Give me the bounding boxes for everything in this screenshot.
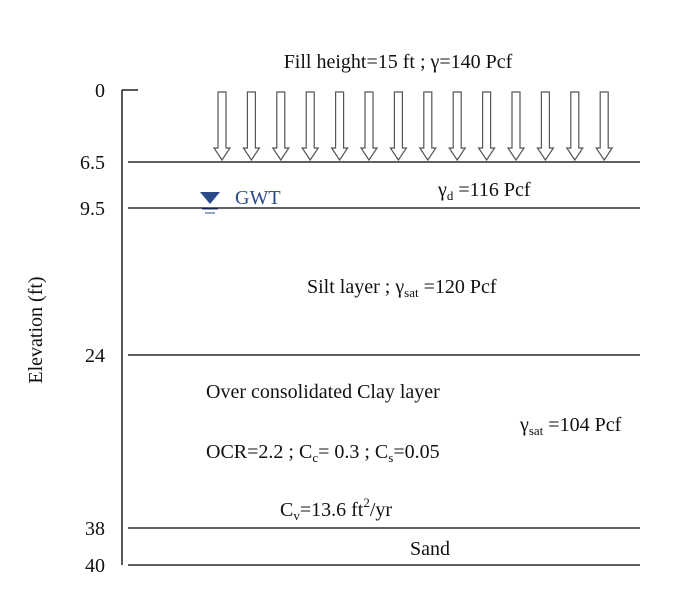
load-arrows xyxy=(212,91,614,162)
clay-params-part: =0.05 xyxy=(393,441,439,463)
gwt-label: GWT xyxy=(235,187,281,209)
load-arrow xyxy=(330,91,349,162)
elevation-label: 9.5 xyxy=(80,198,105,220)
load-arrow xyxy=(242,91,261,162)
clay-params-part: s xyxy=(388,450,393,465)
load-arrow xyxy=(448,91,467,162)
load-arrow xyxy=(565,91,584,162)
load-arrow xyxy=(359,91,379,162)
dry-unit-weight: γd =116 Pcf xyxy=(437,179,531,203)
consolidation-part: v xyxy=(293,508,300,523)
clay-label-part: Over consolidated Clay layer xyxy=(206,381,440,403)
clay-unit-weight-part: =104 Pcf xyxy=(543,414,621,436)
consolidation-part: =13.6 ft xyxy=(300,499,364,521)
load-arrow xyxy=(212,91,232,162)
dry-unit-weight-part: =116 Pcf xyxy=(453,179,531,201)
elevation-label: 38 xyxy=(85,518,105,540)
fill-label: Fill height=15 ft ; γ=140 Pcf xyxy=(284,51,513,73)
clay-params-part: OCR=2.2 ; C xyxy=(206,441,312,463)
load-arrow xyxy=(477,91,496,162)
dry-unit-weight-part: d xyxy=(447,188,454,203)
load-arrow xyxy=(506,91,526,162)
load-arrow xyxy=(418,91,437,162)
axis-label: Elevation (ft) xyxy=(25,276,47,383)
sand-label: Sand xyxy=(410,538,450,560)
silt-label-part: =120 Pcf xyxy=(419,276,497,298)
clay-params-part: c xyxy=(312,450,318,465)
sand-label-part: Sand xyxy=(410,538,450,560)
consolidation: Cv=13.6 ft2/yr xyxy=(280,495,392,523)
clay-unit-weight: γsat =104 Pcf xyxy=(519,414,622,438)
clay-unit-weight-part: sat xyxy=(529,423,544,438)
load-arrow xyxy=(595,91,614,162)
load-arrow xyxy=(271,91,290,162)
silt-label: Silt layer ; γsat =120 Pcf xyxy=(307,276,497,300)
consolidation-part: /yr xyxy=(370,499,393,521)
silt-label-part: Silt layer ; γ xyxy=(307,276,404,298)
load-arrow xyxy=(389,91,408,162)
gwt-symbol xyxy=(200,192,220,204)
elevation-label: 24 xyxy=(85,345,105,367)
consolidation-part: C xyxy=(280,499,293,521)
clay-label: Over consolidated Clay layer xyxy=(206,381,440,403)
silt-label-part: sat xyxy=(404,285,419,300)
consolidation-part: 2 xyxy=(363,495,370,510)
load-arrow xyxy=(536,91,555,162)
elevation-label: 40 xyxy=(85,555,105,577)
dry-unit-weight-part: γ xyxy=(437,179,447,201)
elevation-label: 6.5 xyxy=(80,152,105,174)
elevation-label: 0 xyxy=(95,80,105,102)
clay-params: OCR=2.2 ; Cc= 0.3 ; Cs=0.05 xyxy=(206,441,440,465)
load-arrow xyxy=(301,91,320,162)
clay-params-part: = 0.3 ; C xyxy=(318,441,388,463)
clay-unit-weight-part: γ xyxy=(519,414,529,436)
fill-label-part: Fill height=15 ft ; γ=140 Pcf xyxy=(284,51,513,73)
